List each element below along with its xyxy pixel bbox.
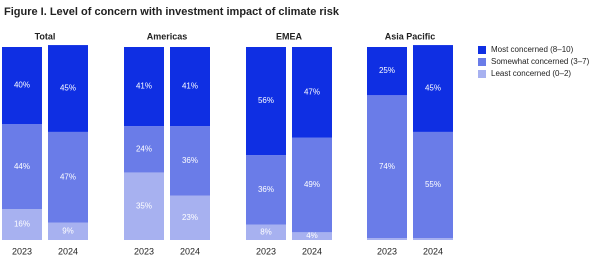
value-label: 40%	[14, 81, 30, 90]
bar-segment	[2, 47, 42, 125]
value-label: 55%	[425, 180, 441, 189]
bar-segment	[246, 155, 286, 225]
bar-segment	[292, 137, 332, 233]
bar-segment	[48, 222, 88, 240]
value-label: 25%	[379, 66, 395, 75]
bar-segment	[124, 172, 164, 240]
bar-segment	[367, 95, 407, 239]
value-label: 23%	[182, 213, 198, 222]
legend-swatch	[478, 58, 486, 66]
bar-segment	[170, 195, 210, 240]
bar-segment	[48, 45, 88, 132]
group-label: Asia Pacific	[385, 31, 436, 41]
chart-title: Figure I. Level of concern with investme…	[4, 6, 340, 18]
value-label: 41%	[182, 82, 198, 91]
value-label: 47%	[60, 172, 76, 181]
bar-segment	[413, 238, 453, 240]
bar-segment	[2, 209, 42, 240]
bar-segment	[413, 131, 453, 239]
value-label: 9%	[62, 226, 74, 235]
x-tick-label: 2024	[302, 246, 322, 256]
group-label: Americas	[147, 31, 188, 41]
bar-segment	[292, 47, 332, 138]
value-label: 44%	[14, 162, 30, 171]
bar-segment	[170, 126, 210, 196]
x-tick-label: 2024	[423, 246, 443, 256]
value-label: 35%	[136, 201, 152, 210]
bar-segment	[124, 47, 164, 127]
bar-segment	[246, 47, 286, 156]
value-label: 16%	[14, 220, 30, 229]
x-tick-label: 2023	[256, 246, 276, 256]
value-label: 24%	[136, 144, 152, 153]
value-label: 45%	[425, 84, 441, 93]
legend-label: Somewhat concerned (3–7)	[491, 57, 590, 66]
bar-segment	[367, 47, 407, 96]
value-label: 36%	[182, 156, 198, 165]
x-tick-label: 2023	[12, 246, 32, 256]
legend-label: Most concerned (8–10)	[491, 45, 574, 54]
value-label: 49%	[304, 180, 320, 189]
x-tick-label: 2024	[58, 246, 78, 256]
group-label: EMEA	[276, 31, 303, 41]
bar-segment	[170, 47, 210, 127]
value-label: 74%	[379, 162, 395, 171]
value-label: 45%	[60, 84, 76, 93]
legend-swatch	[478, 70, 486, 78]
bar-segment	[124, 126, 164, 173]
value-label: 36%	[258, 185, 274, 194]
legend-label: Least concerned (0–2)	[491, 69, 571, 78]
value-label: 56%	[258, 96, 274, 105]
bar-segment	[246, 224, 286, 240]
x-tick-label: 2023	[377, 246, 397, 256]
bar-segment	[2, 124, 42, 210]
value-label: 41%	[136, 82, 152, 91]
value-label: 8%	[260, 227, 272, 236]
group-label: Total	[35, 31, 56, 41]
x-tick-label: 2024	[180, 246, 200, 256]
legend-swatch	[478, 46, 486, 54]
bar-segment	[48, 131, 88, 223]
value-label: 4%	[306, 231, 318, 240]
bar-segment	[413, 45, 453, 132]
x-tick-label: 2023	[134, 246, 154, 256]
bar-segment	[367, 238, 407, 240]
value-label: 47%	[304, 87, 320, 96]
bar-segment	[292, 232, 332, 240]
